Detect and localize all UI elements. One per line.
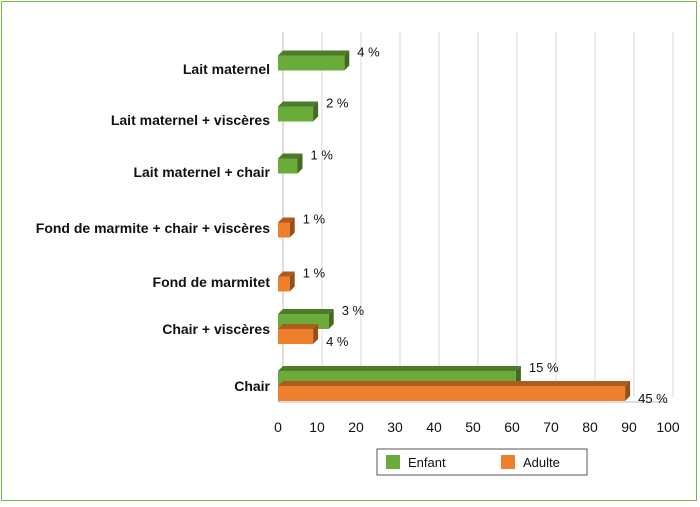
data-label: 45 % bbox=[638, 391, 668, 406]
x-tick-label: 10 bbox=[309, 419, 325, 435]
legend-swatch bbox=[386, 455, 400, 469]
bar-side-face bbox=[289, 271, 295, 292]
bar-side-face bbox=[313, 101, 319, 122]
x-tick-label: 0 bbox=[274, 419, 282, 435]
category-label: Chair bbox=[234, 378, 270, 394]
data-label: 15 % bbox=[529, 360, 559, 375]
bar bbox=[278, 55, 345, 71]
legend-box bbox=[376, 448, 588, 476]
bar bbox=[278, 329, 314, 344]
legend-label: Adulte bbox=[523, 455, 560, 470]
legend-swatch bbox=[501, 455, 515, 469]
bar bbox=[278, 386, 626, 401]
data-label: 4 % bbox=[357, 45, 380, 60]
data-label: 1 % bbox=[303, 266, 326, 281]
bar-top-face bbox=[278, 217, 295, 223]
bar-side-face bbox=[625, 381, 631, 401]
bar-top-face bbox=[278, 153, 303, 159]
x-tick-label: 30 bbox=[387, 419, 403, 435]
data-label: 1 % bbox=[303, 212, 326, 227]
category-label: Lait maternel bbox=[183, 61, 270, 77]
data-label: 2 % bbox=[326, 96, 349, 111]
bar bbox=[278, 222, 290, 238]
x-tick-label: 90 bbox=[621, 419, 637, 435]
bar-side-face bbox=[313, 324, 319, 344]
x-tick-label: 20 bbox=[348, 419, 364, 435]
x-tick-label: 50 bbox=[465, 419, 481, 435]
legend-label: Enfant bbox=[408, 455, 446, 470]
bar-side-face bbox=[328, 309, 334, 329]
bar bbox=[278, 276, 290, 292]
x-tick-label: 70 bbox=[543, 419, 559, 435]
bar-side-face bbox=[344, 50, 350, 71]
category-label: Lait maternel + chair bbox=[133, 164, 270, 180]
data-label: 3 % bbox=[342, 303, 365, 318]
bar-top-face bbox=[278, 366, 521, 371]
bar bbox=[278, 158, 298, 174]
bar-top-face bbox=[278, 381, 631, 386]
x-tick-label: 60 bbox=[504, 419, 520, 435]
bar-top-face bbox=[278, 101, 319, 107]
bar-side-face bbox=[297, 153, 303, 174]
category-label: Fond de marmitet bbox=[153, 274, 271, 290]
x-tick-label: 40 bbox=[426, 419, 442, 435]
data-label: 4 % bbox=[326, 334, 349, 349]
bar-top-face bbox=[278, 324, 319, 329]
category-label: Fond de marmite + chair + viscères bbox=[36, 220, 270, 236]
x-tick-label: 100 bbox=[656, 419, 680, 435]
data-label: 1 % bbox=[311, 148, 334, 163]
bar-top-face bbox=[278, 50, 350, 56]
bar-side-face bbox=[289, 217, 295, 238]
category-label: Lait maternel + viscères bbox=[111, 112, 270, 128]
x-tick-label: 80 bbox=[582, 419, 598, 435]
bar bbox=[278, 106, 314, 122]
bar-top-face bbox=[278, 271, 295, 277]
bar-top-face bbox=[278, 309, 334, 314]
category-label: Chair + viscères bbox=[162, 321, 270, 337]
